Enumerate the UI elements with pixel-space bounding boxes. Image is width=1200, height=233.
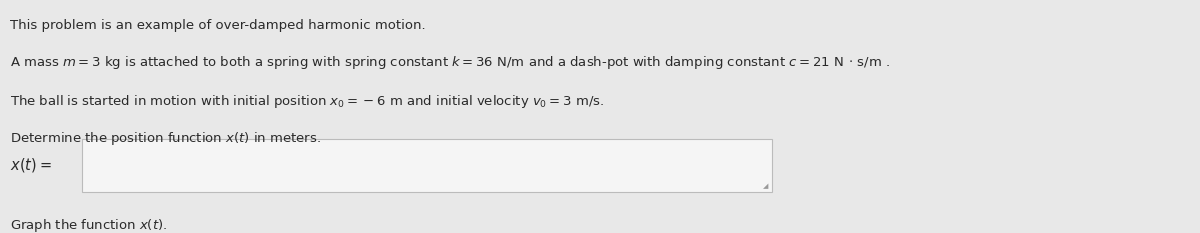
Text: $x(t) =$: $x(t) =$ (10, 156, 52, 175)
Text: Determine the position function $x(t)$ in meters.: Determine the position function $x(t)$ i… (10, 130, 320, 147)
FancyBboxPatch shape (82, 139, 772, 192)
Text: Graph the function $x(t)$.: Graph the function $x(t)$. (10, 217, 167, 233)
Text: The ball is started in motion with initial position $x_0 = -6$ m and initial vel: The ball is started in motion with initi… (10, 93, 604, 110)
Text: ◢: ◢ (763, 183, 768, 189)
Text: A mass $m = 3$ kg is attached to both a spring with spring constant $k = 36$ N/m: A mass $m = 3$ kg is attached to both a … (10, 54, 889, 71)
Text: This problem is an example of over-damped harmonic motion.: This problem is an example of over-dampe… (10, 19, 425, 32)
